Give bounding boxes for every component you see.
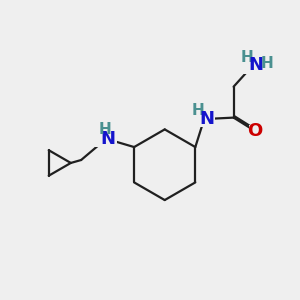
Text: H: H [261,56,274,70]
FancyBboxPatch shape [249,125,261,137]
FancyBboxPatch shape [193,111,215,127]
Text: H: H [241,50,254,65]
FancyBboxPatch shape [95,131,117,147]
Text: N: N [248,56,263,74]
Text: H: H [191,103,204,118]
Text: O: O [247,122,262,140]
FancyBboxPatch shape [237,57,268,74]
Text: N: N [200,110,214,128]
Text: H: H [98,122,111,137]
Text: N: N [100,130,115,148]
